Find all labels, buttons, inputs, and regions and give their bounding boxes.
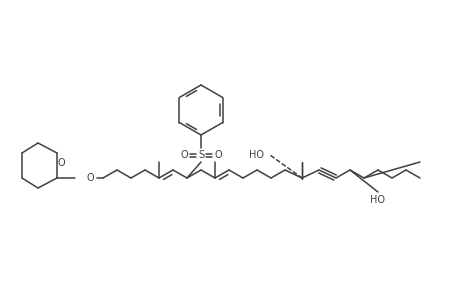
Text: O: O bbox=[86, 173, 94, 183]
Text: HO: HO bbox=[369, 195, 385, 205]
Text: O: O bbox=[57, 158, 65, 168]
Text: O: O bbox=[180, 150, 187, 160]
Text: S: S bbox=[197, 150, 204, 160]
Text: O: O bbox=[214, 150, 221, 160]
Text: HO: HO bbox=[248, 150, 263, 160]
